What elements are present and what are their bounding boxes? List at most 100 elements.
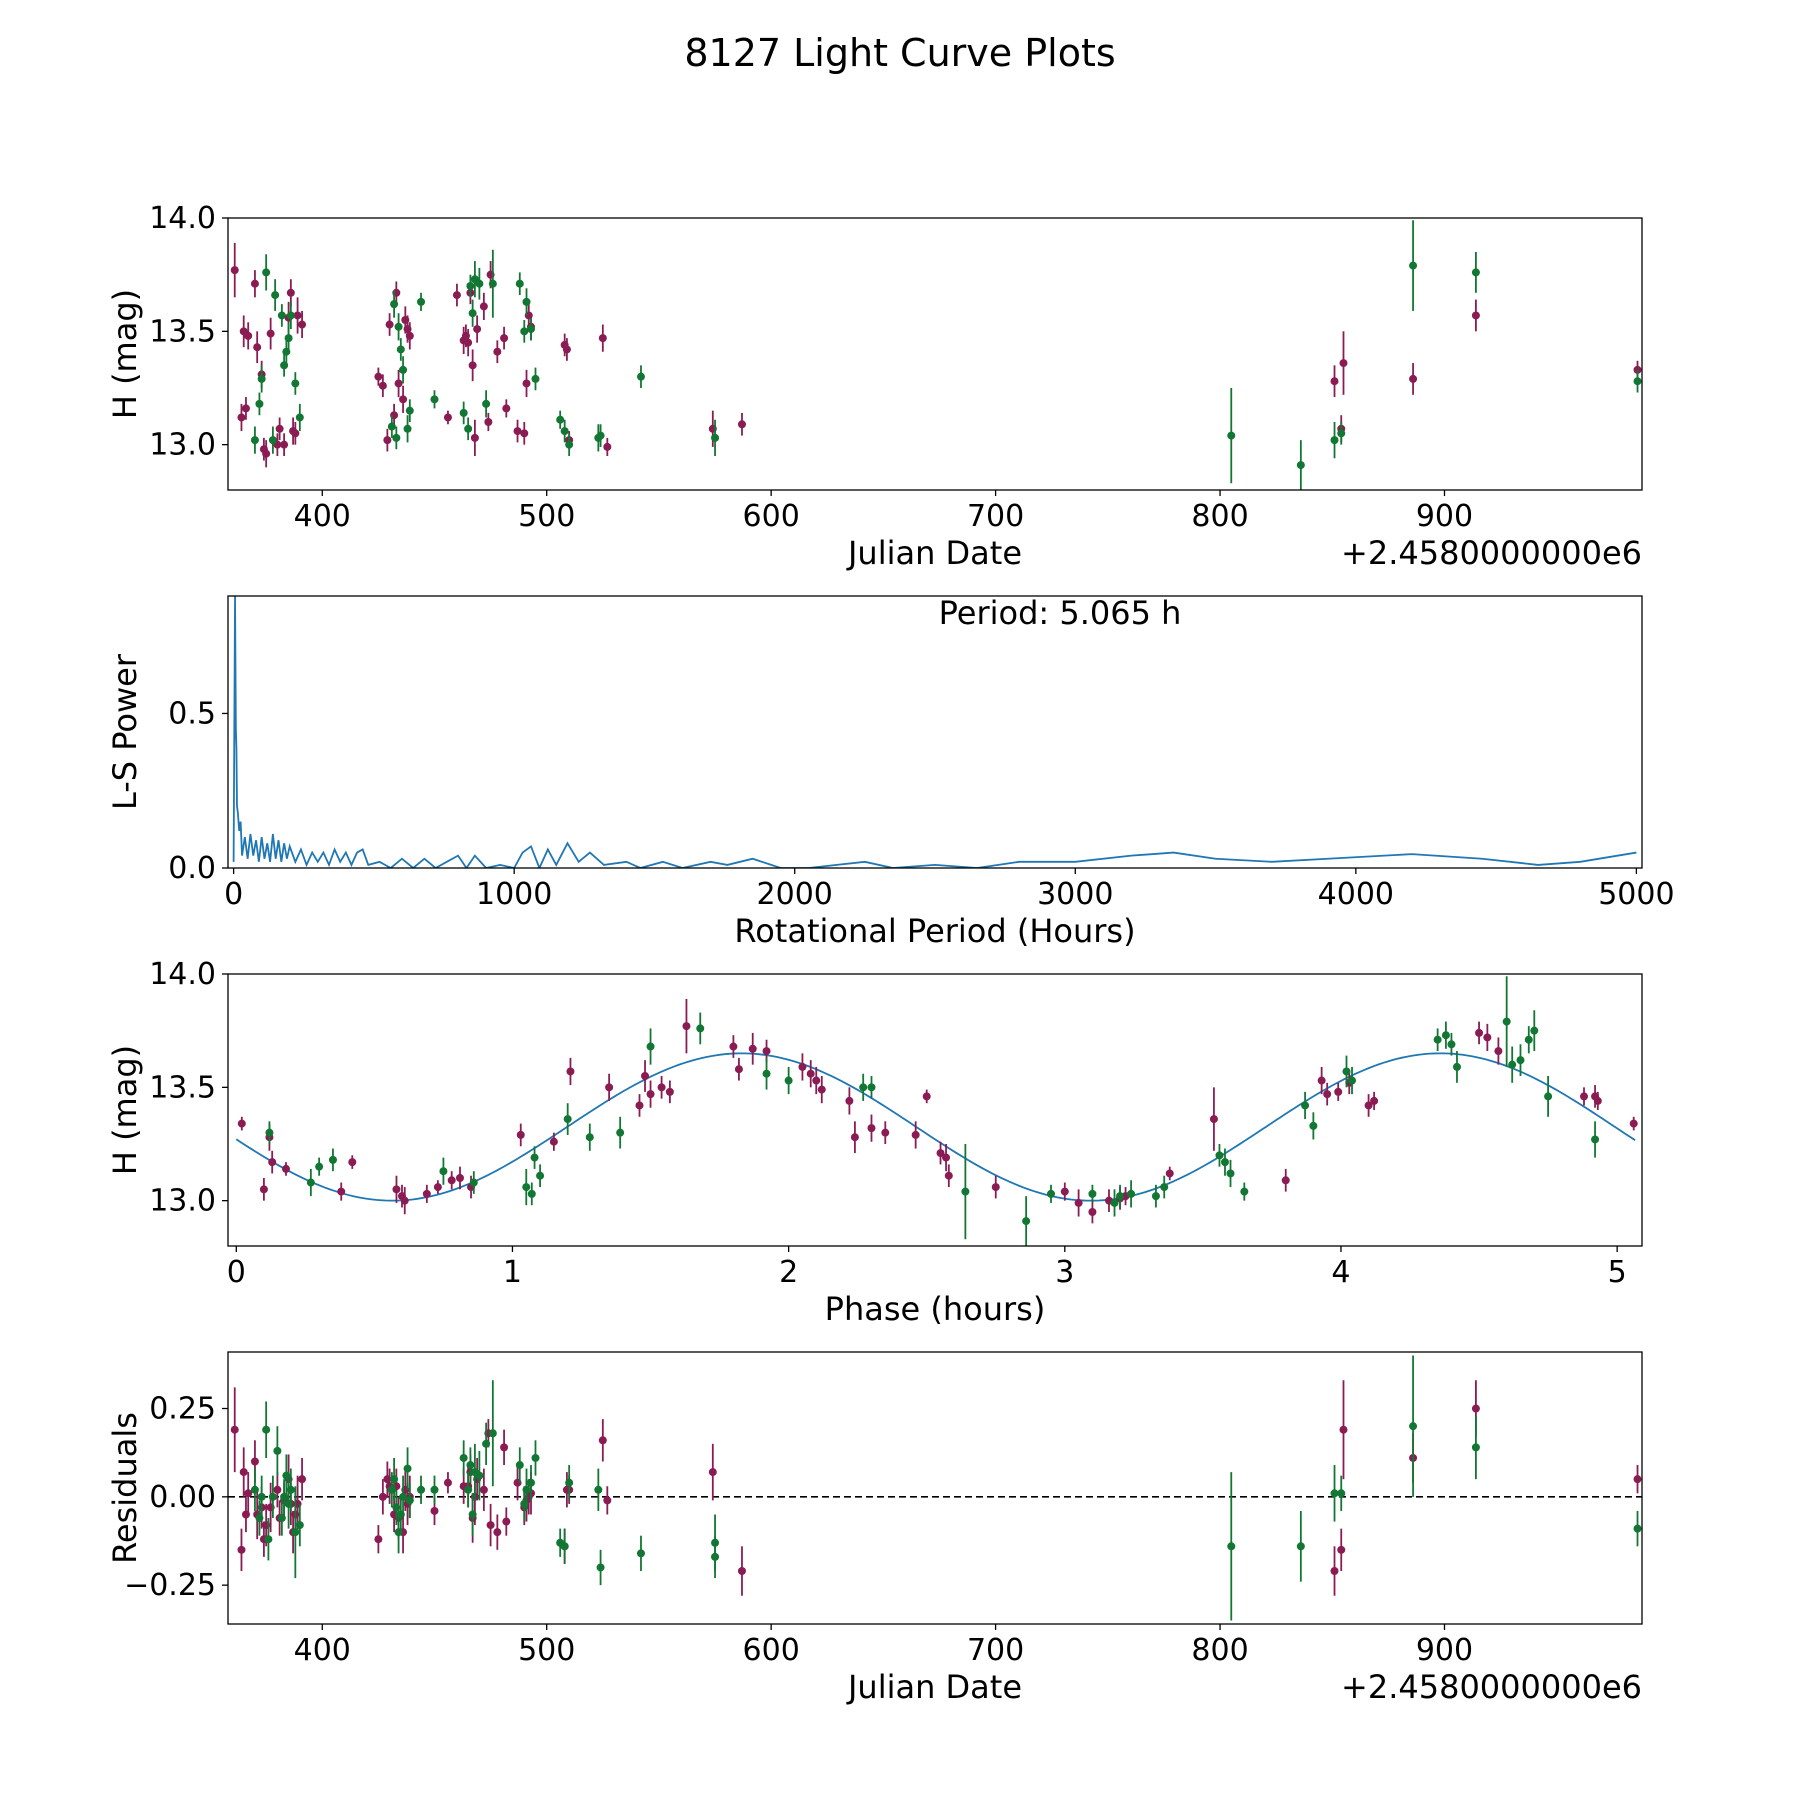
marker bbox=[881, 1128, 890, 1137]
marker bbox=[390, 1475, 399, 1484]
marker bbox=[556, 415, 565, 424]
x-tick-label: 400 bbox=[294, 499, 351, 534]
data-point bbox=[293, 297, 302, 334]
data-point bbox=[1483, 1023, 1492, 1052]
x-tick-label: 400 bbox=[294, 1633, 351, 1668]
marker bbox=[468, 361, 477, 370]
marker bbox=[443, 1478, 452, 1487]
x-tick-label: 4 bbox=[1331, 1255, 1350, 1290]
data-point bbox=[616, 1116, 625, 1149]
marker bbox=[264, 1535, 273, 1544]
marker bbox=[237, 1119, 246, 1128]
data-point bbox=[1364, 1094, 1373, 1117]
data-point bbox=[1342, 1055, 1351, 1088]
marker bbox=[282, 1471, 291, 1480]
data-point bbox=[378, 1479, 387, 1515]
marker bbox=[273, 1446, 282, 1455]
marker bbox=[1524, 1035, 1533, 1044]
data-point bbox=[348, 1155, 357, 1169]
data-point bbox=[1227, 1472, 1236, 1621]
data-point bbox=[636, 1535, 645, 1572]
data-point bbox=[482, 1422, 491, 1466]
marker bbox=[515, 1461, 524, 1470]
marker bbox=[383, 436, 392, 445]
marker bbox=[1409, 261, 1418, 270]
data-point bbox=[459, 1440, 468, 1476]
data-point bbox=[291, 1486, 300, 1579]
marker bbox=[1227, 1542, 1236, 1551]
marker bbox=[1127, 1189, 1136, 1198]
data-point bbox=[1502, 976, 1511, 1067]
marker bbox=[387, 422, 396, 431]
marker bbox=[762, 1047, 771, 1056]
data-point bbox=[392, 1175, 401, 1203]
marker bbox=[859, 1083, 868, 1092]
data-point bbox=[464, 417, 473, 441]
data-point bbox=[911, 1121, 920, 1149]
data-point bbox=[1348, 1066, 1357, 1095]
data-point bbox=[493, 1514, 502, 1550]
data-point bbox=[961, 1144, 970, 1240]
marker bbox=[646, 1042, 655, 1051]
x-tick-label: 500 bbox=[518, 499, 575, 534]
marker bbox=[464, 338, 473, 347]
data-point bbox=[527, 1465, 535, 1501]
marker bbox=[1334, 1087, 1343, 1096]
marker bbox=[1339, 359, 1348, 368]
marker bbox=[459, 1453, 468, 1462]
data-point bbox=[250, 270, 259, 298]
data-point bbox=[762, 1057, 771, 1090]
marker bbox=[502, 1517, 511, 1526]
data-point bbox=[405, 322, 414, 350]
marker bbox=[250, 1457, 259, 1466]
marker bbox=[682, 1022, 691, 1031]
data-point bbox=[1309, 1112, 1318, 1140]
marker bbox=[306, 1178, 315, 1187]
data-point bbox=[530, 1146, 539, 1169]
marker bbox=[944, 1171, 953, 1180]
data-point bbox=[262, 1401, 271, 1458]
marker bbox=[1364, 1101, 1373, 1110]
marker bbox=[1633, 377, 1642, 386]
marker bbox=[1409, 1422, 1418, 1431]
marker bbox=[479, 302, 488, 311]
residuals-frame bbox=[227, 1351, 1643, 1625]
data-point bbox=[277, 1500, 286, 1536]
marker bbox=[385, 320, 394, 329]
data-point bbox=[268, 1150, 277, 1174]
marker bbox=[399, 365, 408, 374]
raw-light-curve-panel: 400 500 600 700 800 900 13.0 13.5 14.0 Julian Dat… bbox=[106, 201, 1643, 572]
marker bbox=[479, 1485, 488, 1494]
data-point bbox=[374, 367, 383, 386]
marker bbox=[585, 1133, 594, 1142]
marker bbox=[250, 1485, 259, 1494]
phase-plot-area bbox=[235, 976, 1638, 1246]
marker bbox=[469, 1178, 478, 1187]
data-point bbox=[291, 372, 300, 395]
data-point bbox=[1337, 1528, 1346, 1572]
x-tick-label: 800 bbox=[1191, 499, 1248, 534]
data-point bbox=[1209, 1087, 1218, 1151]
marker bbox=[520, 327, 529, 336]
marker bbox=[1088, 1189, 1097, 1198]
data-point bbox=[598, 324, 607, 352]
marker bbox=[466, 1461, 475, 1470]
data-point bbox=[250, 426, 259, 454]
data-point bbox=[1409, 363, 1418, 395]
marker bbox=[1471, 1404, 1480, 1413]
residuals-panel: 400 500 600 700 800 900 −0.25 0.00 0.25 Julian Da… bbox=[106, 1351, 1643, 1706]
marker bbox=[466, 282, 475, 290]
data-point bbox=[1116, 1184, 1125, 1208]
data-point bbox=[1409, 220, 1418, 311]
marker bbox=[273, 1485, 282, 1494]
marker bbox=[527, 1478, 535, 1487]
marker bbox=[594, 1485, 603, 1494]
data-point bbox=[306, 1168, 315, 1197]
x-axis-label: Julian Date bbox=[846, 1668, 1022, 1706]
data-point bbox=[527, 317, 535, 341]
data-point bbox=[390, 1457, 399, 1501]
marker bbox=[1530, 1026, 1539, 1035]
marker bbox=[298, 320, 307, 329]
data-point bbox=[665, 1080, 674, 1104]
marker bbox=[942, 1153, 951, 1162]
